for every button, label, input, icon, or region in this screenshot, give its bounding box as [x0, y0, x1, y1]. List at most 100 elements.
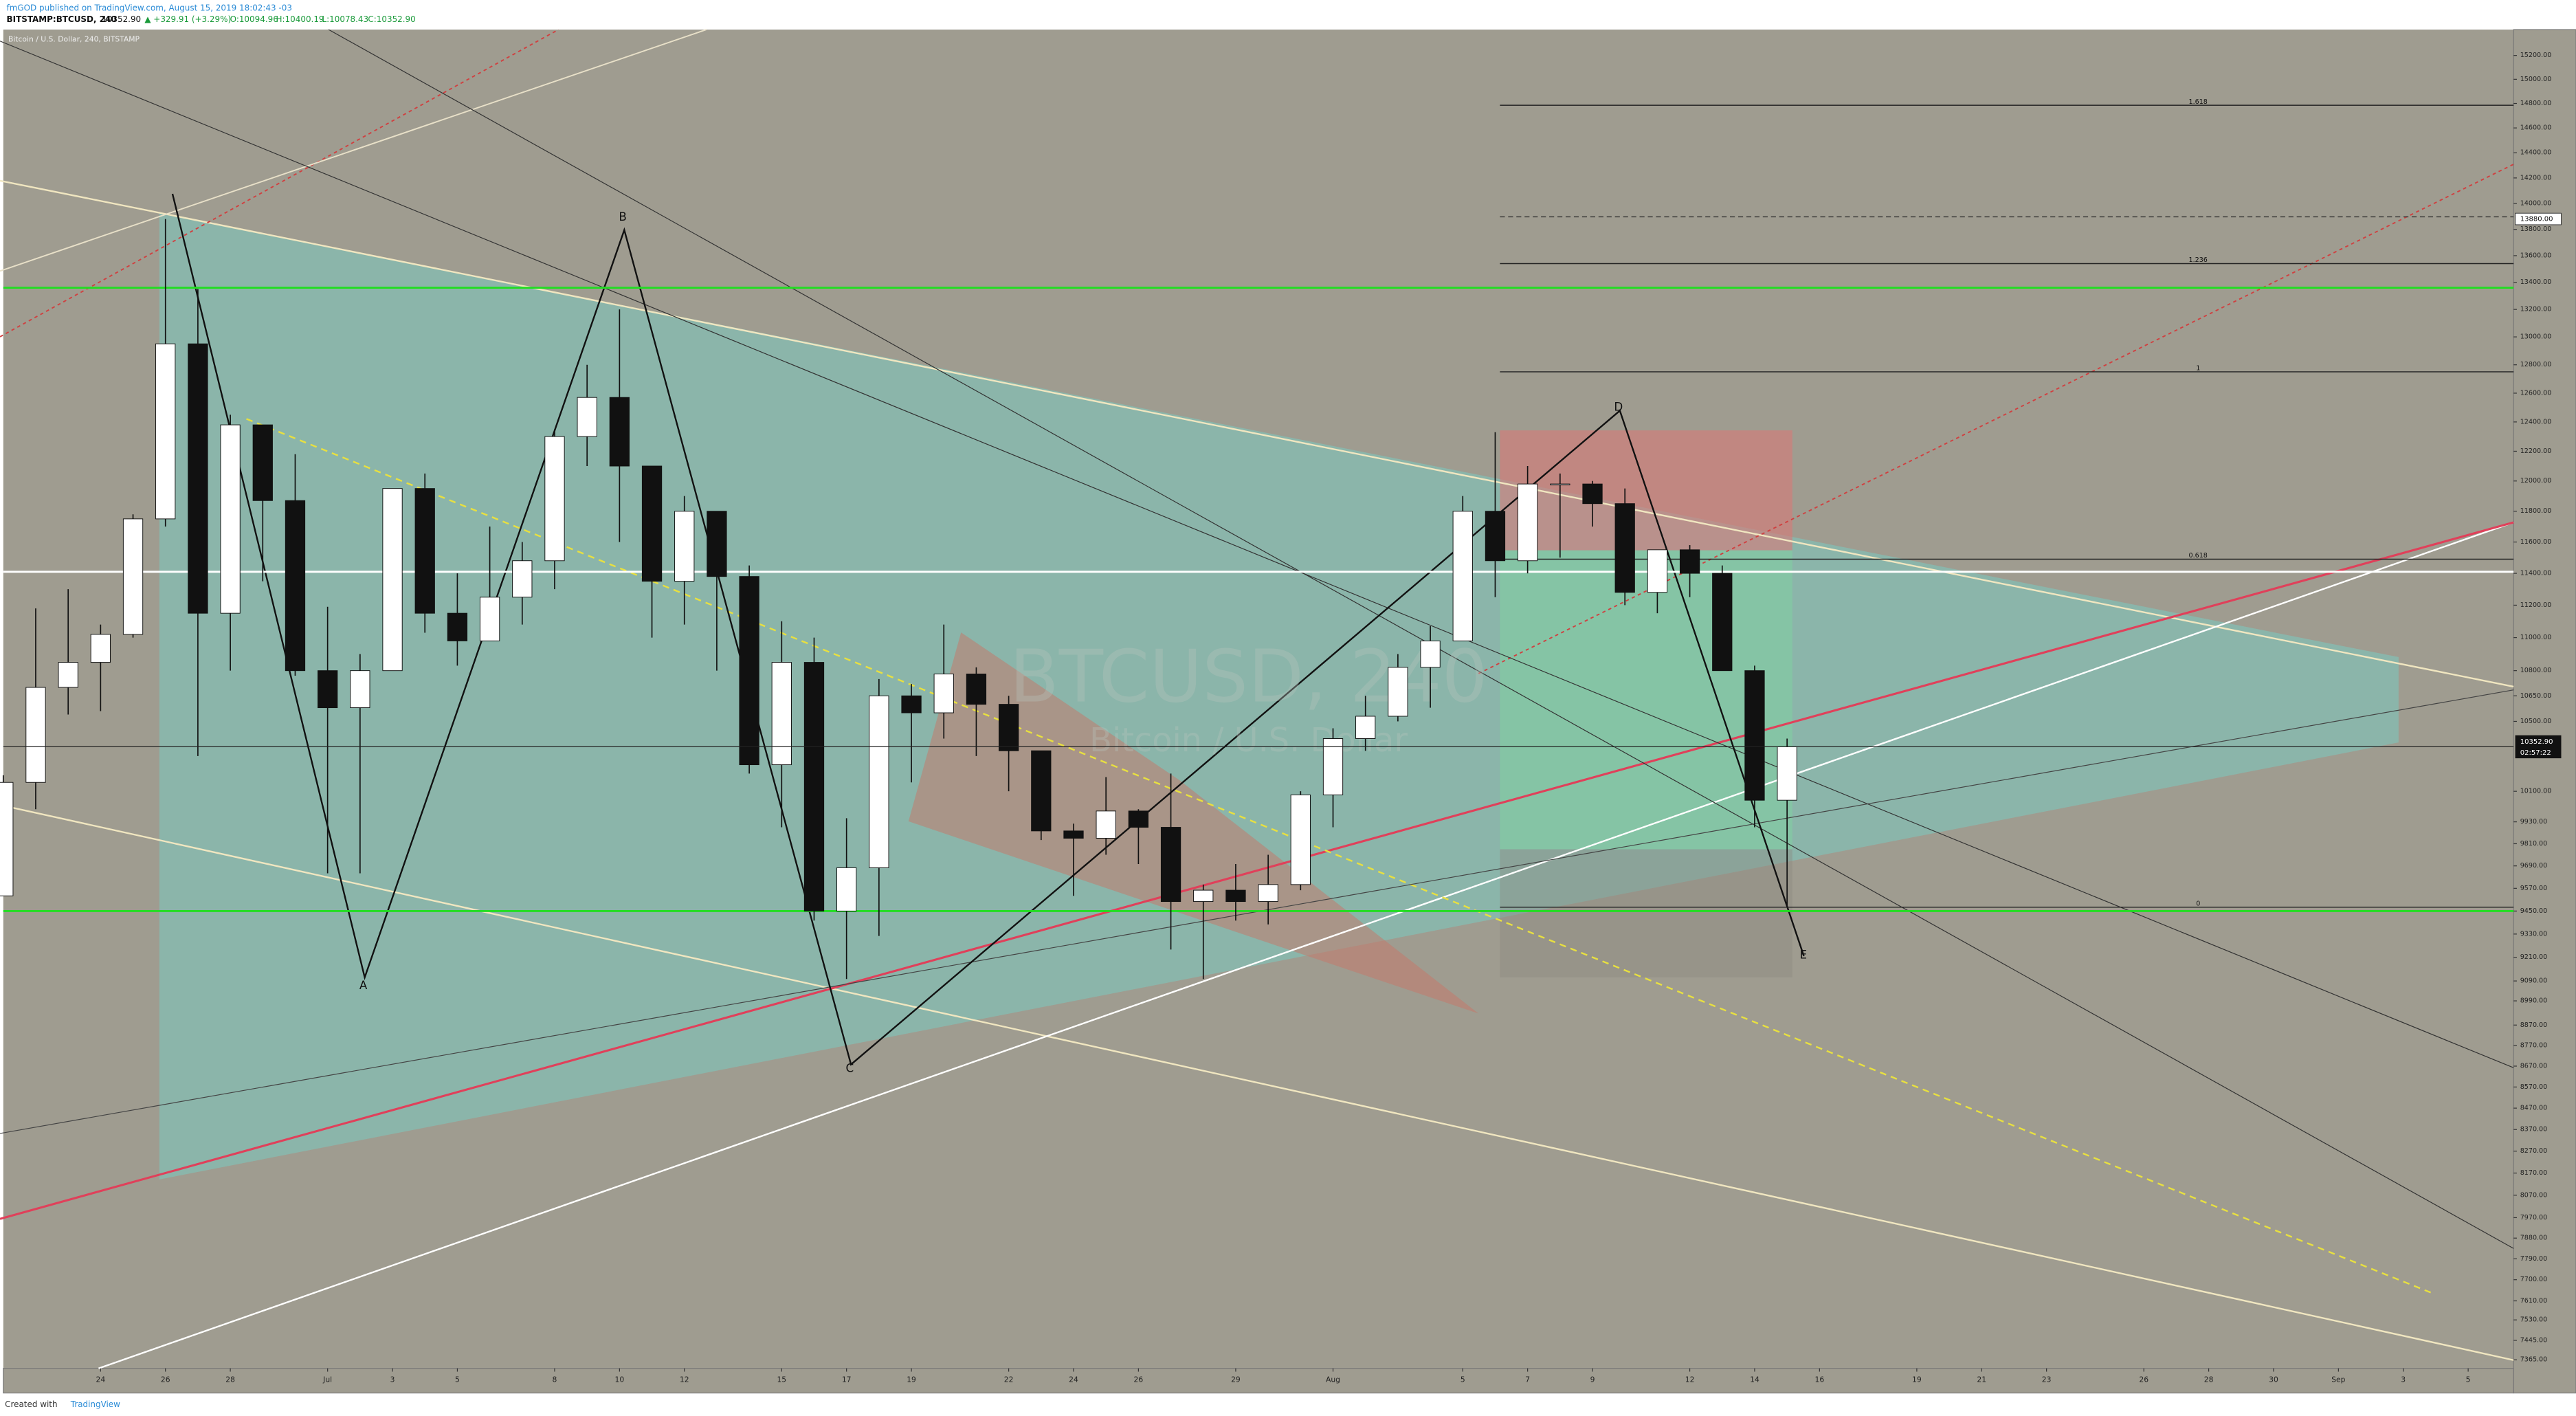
y-tick-label: 10800.00 — [2520, 667, 2552, 674]
y-tick-label: 10500.00 — [2520, 718, 2552, 725]
x-tick-label: Sep — [2331, 1375, 2345, 1384]
high: H:10400.19 — [276, 14, 324, 24]
y-tick-label: 7365.00 — [2520, 1356, 2547, 1364]
price-axis-bg — [2513, 29, 2576, 1394]
countdown: 02:57:22 — [2520, 749, 2551, 757]
y-tick-label: 13200.00 — [2520, 306, 2552, 313]
candle-body — [58, 662, 78, 688]
y-tick-label: 11200.00 — [2520, 601, 2552, 609]
wave-label: B — [619, 210, 626, 223]
y-tick-label: 7880.00 — [2520, 1235, 2547, 1242]
y-tick-label: 7970.00 — [2520, 1214, 2547, 1221]
candle-body — [1225, 889, 1246, 903]
candle-body — [512, 560, 533, 598]
red-wedge — [908, 632, 1479, 1014]
candle-body — [641, 465, 663, 582]
candle-body — [674, 511, 695, 582]
x-tick-label: 9 — [1590, 1375, 1595, 1384]
x-tick-label: Jul — [322, 1375, 332, 1384]
wave-path — [171, 193, 1805, 1066]
candle-body — [1128, 810, 1149, 828]
candle-body — [90, 634, 111, 663]
x-tick-label: 12 — [680, 1375, 689, 1384]
x-tick-label: 29 — [1231, 1375, 1241, 1384]
dashed-line — [246, 418, 2432, 1294]
candle-body — [1420, 640, 1441, 668]
y-tick-label: 9810.00 — [2520, 840, 2547, 848]
x-tick-label: 23 — [2042, 1375, 2052, 1384]
y-tick-label: 9690.00 — [2520, 862, 2547, 870]
y-tick-label: 9570.00 — [2520, 885, 2547, 892]
y-tick-label: 12600.00 — [2520, 389, 2552, 397]
y-tick-label: 11400.00 — [2520, 570, 2552, 577]
candle-body — [1258, 884, 1278, 903]
y-tick-label: 15000.00 — [2520, 76, 2552, 83]
last-price: 10352.90 — [102, 14, 141, 24]
y-tick-label: 12800.00 — [2520, 361, 2552, 368]
x-tick-label: 28 — [2204, 1375, 2214, 1384]
trend-line — [0, 179, 2514, 688]
candle-body — [933, 674, 954, 713]
fib-label: 0 — [2196, 900, 2200, 908]
dotted-line — [0, 29, 559, 338]
y-tick-label: 12200.00 — [2520, 447, 2552, 455]
wave-label: A — [359, 978, 368, 992]
change: ▲ +329.91 (+3.29%) — [144, 14, 231, 24]
candle-body — [155, 343, 176, 520]
fib-label: 1.236 — [2189, 256, 2208, 264]
candle-body — [285, 500, 306, 672]
candle-body — [1550, 483, 1570, 486]
symbol: BITSTAMP:BTCUSD, 240 — [7, 14, 117, 24]
y-tick-label: 14000.00 — [2520, 200, 2552, 208]
candle-body — [1647, 549, 1668, 593]
candle-body — [1355, 716, 1376, 739]
x-tick-label: 5 — [2466, 1375, 2471, 1384]
candle-body — [1063, 830, 1084, 839]
candle-body — [739, 576, 759, 766]
x-tick-label: Aug — [1326, 1375, 1340, 1384]
candle-body — [577, 397, 597, 437]
x-tick-label: 22 — [1004, 1375, 1014, 1384]
x-tick-label: 24 — [1069, 1375, 1078, 1384]
reward-box — [1500, 550, 1792, 850]
fib-label: 0.618 — [2189, 552, 2208, 560]
x-tick-label: 24 — [96, 1375, 106, 1384]
candle-body — [1452, 511, 1473, 641]
y-tick-label: 11800.00 — [2520, 507, 2552, 515]
x-tick-label: 12 — [1685, 1375, 1695, 1384]
x-tick-label: 21 — [1977, 1375, 1986, 1384]
candle-body — [252, 424, 273, 501]
footer-brand[interactable]: TradingView — [70, 1400, 120, 1409]
y-tick-label: 8570.00 — [2520, 1083, 2547, 1091]
candle-body — [707, 511, 727, 577]
y-tick-label: 7610.00 — [2520, 1297, 2547, 1305]
x-tick-label: 14 — [1750, 1375, 1759, 1384]
watermark: BTCUSD, 240 — [1010, 634, 1488, 719]
candle-body — [544, 436, 565, 562]
x-tick-label: 3 — [390, 1375, 395, 1384]
fib-label: 1 — [2196, 365, 2200, 373]
x-tick-label: 7 — [1525, 1375, 1530, 1384]
y-tick-label: 8270.00 — [2520, 1147, 2547, 1155]
candle-body — [1518, 483, 1538, 562]
x-tick-label: 30 — [2269, 1375, 2278, 1384]
x-tick-label: 26 — [1134, 1375, 1144, 1384]
candle-body — [1712, 573, 1733, 672]
y-tick-label: 14200.00 — [2520, 174, 2552, 181]
y-tick-label: 13400.00 — [2520, 278, 2552, 286]
y-tick-label: 7530.00 — [2520, 1316, 2547, 1324]
y-tick-label: 13000.00 — [2520, 333, 2552, 341]
y-tick-label: 8470.00 — [2520, 1105, 2547, 1112]
candle-body — [220, 424, 241, 614]
candle-body — [350, 670, 370, 709]
candle-body — [998, 704, 1019, 751]
candle-body — [447, 612, 468, 641]
wave-label: E — [1799, 947, 1807, 961]
y-tick-label: 7445.00 — [2520, 1336, 2547, 1344]
candle-body — [414, 488, 435, 614]
candle-body — [803, 662, 825, 911]
candle-body — [1777, 746, 1797, 801]
y-tick-label: 13600.00 — [2520, 252, 2552, 259]
candle-body — [1388, 667, 1408, 717]
